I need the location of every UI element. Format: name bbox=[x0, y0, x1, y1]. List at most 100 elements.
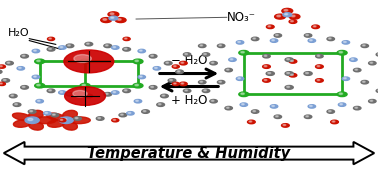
Circle shape bbox=[35, 83, 45, 88]
Circle shape bbox=[73, 90, 87, 97]
Circle shape bbox=[49, 48, 51, 49]
Circle shape bbox=[34, 76, 36, 77]
Circle shape bbox=[291, 15, 295, 17]
Circle shape bbox=[287, 59, 290, 60]
Circle shape bbox=[136, 100, 138, 101]
Circle shape bbox=[47, 48, 55, 51]
Circle shape bbox=[327, 110, 335, 113]
Circle shape bbox=[285, 85, 293, 89]
Circle shape bbox=[138, 49, 146, 53]
Circle shape bbox=[317, 55, 320, 56]
Circle shape bbox=[103, 19, 107, 20]
Circle shape bbox=[337, 51, 347, 55]
Circle shape bbox=[7, 62, 10, 63]
Circle shape bbox=[60, 92, 63, 93]
Circle shape bbox=[217, 44, 225, 48]
Circle shape bbox=[289, 14, 300, 19]
Circle shape bbox=[180, 82, 187, 86]
Circle shape bbox=[276, 116, 278, 117]
Circle shape bbox=[264, 79, 267, 81]
Circle shape bbox=[9, 94, 17, 98]
Circle shape bbox=[355, 69, 358, 70]
Circle shape bbox=[28, 118, 33, 121]
Circle shape bbox=[202, 89, 210, 93]
Circle shape bbox=[376, 89, 378, 93]
Circle shape bbox=[185, 53, 187, 55]
Circle shape bbox=[37, 84, 40, 86]
Circle shape bbox=[0, 66, 2, 67]
Circle shape bbox=[238, 78, 240, 79]
Circle shape bbox=[229, 58, 236, 61]
Circle shape bbox=[355, 107, 358, 108]
Circle shape bbox=[200, 45, 203, 46]
Circle shape bbox=[253, 38, 256, 39]
Circle shape bbox=[239, 51, 249, 55]
Circle shape bbox=[225, 68, 232, 72]
Text: + H₂O: + H₂O bbox=[171, 94, 207, 107]
Circle shape bbox=[350, 58, 357, 61]
Circle shape bbox=[123, 37, 130, 40]
Circle shape bbox=[331, 120, 338, 124]
Circle shape bbox=[317, 66, 320, 67]
Circle shape bbox=[123, 48, 130, 51]
Circle shape bbox=[291, 21, 293, 22]
Circle shape bbox=[316, 54, 323, 58]
Circle shape bbox=[127, 112, 134, 115]
Circle shape bbox=[112, 46, 119, 49]
Circle shape bbox=[266, 72, 274, 75]
Circle shape bbox=[0, 65, 5, 68]
Text: Temperature & Humidity: Temperature & Humidity bbox=[87, 146, 291, 161]
Circle shape bbox=[217, 80, 225, 84]
Circle shape bbox=[6, 61, 13, 65]
Circle shape bbox=[21, 54, 28, 58]
Circle shape bbox=[263, 54, 270, 58]
Circle shape bbox=[22, 55, 25, 56]
Circle shape bbox=[85, 42, 93, 46]
Circle shape bbox=[22, 86, 25, 88]
Circle shape bbox=[242, 104, 244, 105]
Circle shape bbox=[135, 84, 138, 86]
Circle shape bbox=[68, 93, 70, 94]
Circle shape bbox=[43, 112, 51, 115]
Circle shape bbox=[304, 72, 312, 75]
Circle shape bbox=[268, 72, 271, 74]
Circle shape bbox=[123, 89, 130, 93]
Circle shape bbox=[0, 82, 5, 85]
Circle shape bbox=[289, 20, 297, 23]
Circle shape bbox=[219, 45, 222, 46]
Circle shape bbox=[139, 76, 142, 77]
Circle shape bbox=[25, 117, 39, 124]
Circle shape bbox=[376, 53, 378, 56]
Circle shape bbox=[304, 115, 312, 119]
Circle shape bbox=[251, 110, 259, 113]
Circle shape bbox=[98, 117, 101, 119]
Circle shape bbox=[108, 12, 119, 17]
Circle shape bbox=[183, 89, 191, 93]
Circle shape bbox=[82, 60, 85, 62]
Circle shape bbox=[172, 65, 179, 68]
Circle shape bbox=[274, 34, 282, 37]
Circle shape bbox=[332, 121, 335, 122]
Circle shape bbox=[272, 105, 274, 107]
Circle shape bbox=[268, 26, 271, 27]
Circle shape bbox=[105, 93, 108, 94]
Circle shape bbox=[226, 69, 229, 70]
Circle shape bbox=[274, 115, 282, 119]
Circle shape bbox=[181, 62, 184, 63]
Circle shape bbox=[161, 94, 168, 98]
Circle shape bbox=[248, 120, 255, 124]
Circle shape bbox=[149, 54, 157, 58]
Circle shape bbox=[59, 46, 66, 49]
Circle shape bbox=[370, 100, 373, 101]
Circle shape bbox=[369, 61, 376, 65]
Circle shape bbox=[115, 18, 126, 22]
Circle shape bbox=[138, 75, 146, 79]
Circle shape bbox=[287, 72, 290, 74]
Circle shape bbox=[118, 19, 121, 20]
Circle shape bbox=[37, 100, 40, 101]
Circle shape bbox=[36, 99, 43, 103]
Circle shape bbox=[285, 13, 288, 15]
Circle shape bbox=[287, 86, 290, 88]
Circle shape bbox=[344, 78, 346, 79]
Circle shape bbox=[21, 86, 28, 89]
